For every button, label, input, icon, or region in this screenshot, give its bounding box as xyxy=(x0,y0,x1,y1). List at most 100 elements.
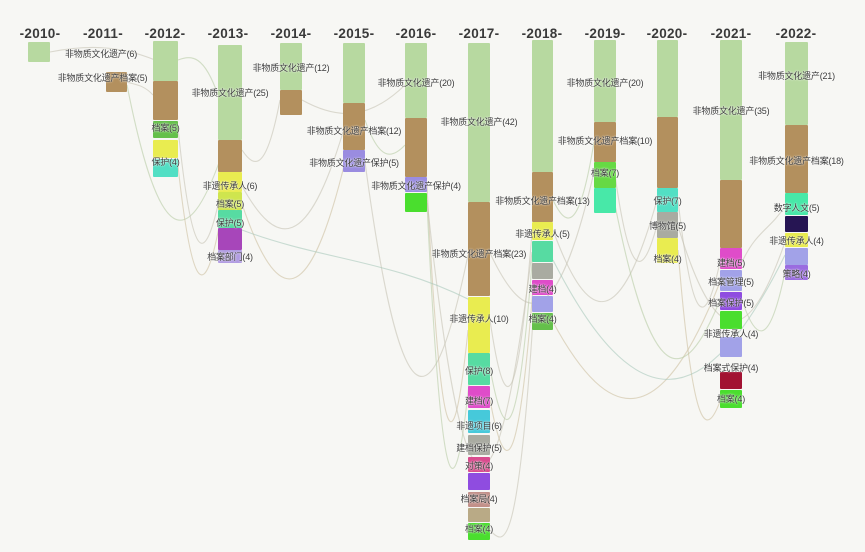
keyword-segment xyxy=(594,188,616,213)
keyword-segment xyxy=(28,42,50,62)
keyword-segment-label: 非物质文化遗产档案(23) xyxy=(431,249,527,259)
flow-link xyxy=(364,161,469,377)
keyword-segment xyxy=(785,42,808,125)
flow-link xyxy=(741,271,786,332)
keyword-segment xyxy=(405,193,427,212)
keyword-segment-label: 档案(4) xyxy=(653,254,682,264)
keyword-segment xyxy=(657,238,678,263)
keyword-segment xyxy=(153,41,178,81)
flow-link xyxy=(241,99,281,163)
year-label: -2011- xyxy=(82,26,124,41)
keyword-segment-label: 非物质文化遗产档案(10) xyxy=(557,136,653,146)
flow-link xyxy=(364,119,406,155)
keyword-segment xyxy=(343,103,365,150)
keyword-segment xyxy=(468,386,490,408)
year-label: -2013- xyxy=(207,26,249,41)
keyword-segment xyxy=(785,265,808,280)
flow-link xyxy=(614,204,721,360)
year-label: -2021- xyxy=(710,26,752,41)
keyword-segment xyxy=(468,508,490,522)
year-label: -2019- xyxy=(584,26,626,41)
flow-link xyxy=(49,46,156,61)
flow-link xyxy=(489,287,534,451)
keyword-segment xyxy=(405,118,427,177)
keyword-segment-label: 非物质文化遗产(6) xyxy=(65,49,137,59)
year-label: -2012- xyxy=(144,26,186,41)
keyword-segment-label: 建档(5) xyxy=(717,258,745,268)
flow-link xyxy=(426,185,469,423)
keyword-segment xyxy=(343,150,365,172)
keyword-segment xyxy=(218,45,242,140)
keyword-segment-label: 非物质文化遗产保护(4) xyxy=(371,181,461,191)
flow-link xyxy=(126,81,154,96)
keyword-segment-label: 建档(4) xyxy=(528,284,557,294)
keyword-segment xyxy=(532,313,553,330)
keyword-segment xyxy=(720,292,742,310)
keyword-segment-label: 档案局(4) xyxy=(460,494,498,504)
keyword-segment-label: 非遗传承人(4) xyxy=(769,236,824,246)
keyword-segment-label: 非物质文化遗产(42) xyxy=(440,117,518,127)
keyword-segment xyxy=(153,159,178,177)
keyword-segment xyxy=(468,202,490,296)
flow-link xyxy=(741,205,786,263)
keyword-segment xyxy=(468,435,490,455)
keyword-segment-label: 非物质文化遗产(35) xyxy=(692,106,770,116)
flow-link xyxy=(552,199,658,303)
keyword-segment-label: 非遗传承人(5) xyxy=(515,229,570,239)
keyword-segment-label: 数字人文(5) xyxy=(773,203,820,213)
keyword-segment-label: 非物质文化遗产档案(13) xyxy=(495,196,590,206)
flow-link xyxy=(489,319,534,538)
keyword-segment xyxy=(785,125,808,193)
keyword-segment xyxy=(720,40,742,180)
keyword-segment xyxy=(720,390,742,408)
keyword-segment xyxy=(720,337,742,357)
flow-link xyxy=(426,202,471,469)
flow-link xyxy=(677,199,721,308)
keyword-segment-label: 非物质文化遗产(12) xyxy=(252,63,330,73)
keyword-segment-label: 非物质文化遗产(21) xyxy=(758,71,835,81)
keyword-segment xyxy=(532,172,553,222)
keyword-segment xyxy=(218,228,242,250)
keyword-segment-label: 策略(4) xyxy=(782,269,811,279)
flow-link xyxy=(241,131,344,230)
keyword-segment xyxy=(720,372,742,389)
keyword-segment-label: 非物质文化遗产档案(12) xyxy=(306,126,402,136)
keyword-segment xyxy=(532,263,553,279)
keyword-segment-label: 非物质文化遗产(20) xyxy=(566,78,644,88)
keyword-segment xyxy=(468,43,490,202)
flow-link xyxy=(552,141,595,219)
keyword-segment xyxy=(594,162,616,188)
flow-link xyxy=(614,174,658,263)
year-label: -2018- xyxy=(521,26,563,41)
keyword-segment-label: 档案部门(4) xyxy=(207,252,253,262)
flow-link xyxy=(241,161,346,280)
keyword-segment xyxy=(468,297,490,353)
keyword-segment xyxy=(468,492,490,507)
year-label: -2015- xyxy=(333,26,375,41)
keyword-segment-label: 档案保护(5) xyxy=(708,298,754,308)
keyword-segment-label: 建档保护(5) xyxy=(456,443,502,453)
flow-link xyxy=(126,84,221,221)
keyword-segment xyxy=(106,72,127,92)
flow-link xyxy=(552,281,721,400)
keyword-segment-label: 档案(5) xyxy=(151,123,180,133)
flow-link xyxy=(241,229,471,301)
keyword-segment-label: 保护(7) xyxy=(653,196,682,206)
keyword-segment-label: 保护(5) xyxy=(216,218,244,228)
keyword-segment xyxy=(594,122,616,162)
keyword-segment xyxy=(785,216,808,232)
keyword-segment xyxy=(153,81,178,120)
keyword-segment-label: 档案式保护(4) xyxy=(703,363,759,373)
keyword-segment-label: 非遗传承人(10) xyxy=(449,314,509,324)
keyword-segment xyxy=(720,180,742,248)
keyword-segment-label: 非遗传承人(4) xyxy=(703,329,759,339)
flow-link xyxy=(177,165,221,276)
keyword-segment xyxy=(218,250,242,263)
year-label: -2014- xyxy=(270,26,312,41)
keyword-segment-label: 档案(4) xyxy=(465,524,493,534)
keyword-segment-label: 非物质文化遗产(20) xyxy=(377,78,455,88)
keyword-segment-label: 非物质文化遗产档案(5) xyxy=(57,73,148,83)
keyword-segment-label: 保护(8) xyxy=(465,366,493,376)
keyword-segment-label: 建档(7) xyxy=(465,396,493,406)
year-label: -2016- xyxy=(395,26,437,41)
